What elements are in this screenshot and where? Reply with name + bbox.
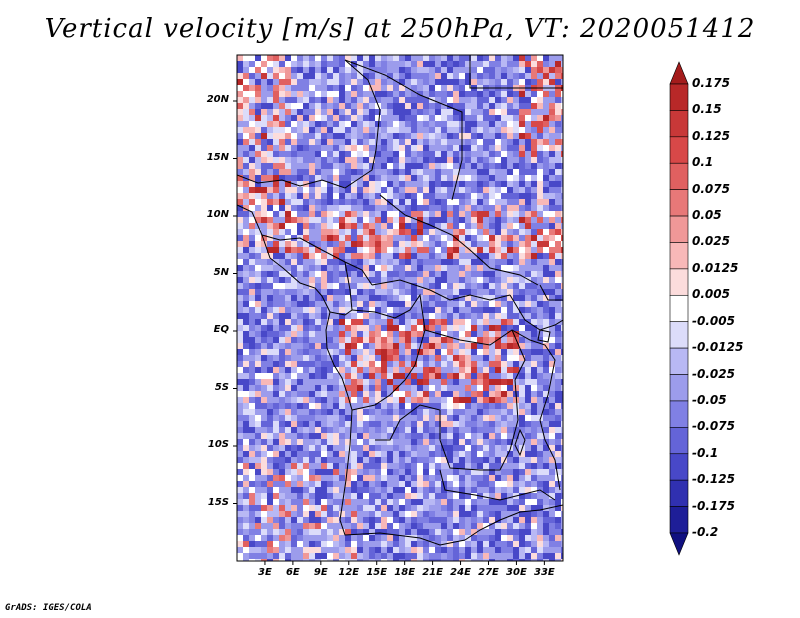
border-ethiopia [539,284,563,301]
colorbar-label: 0.0125 [692,260,739,275]
y-tick-label: 20N [206,94,229,105]
colorbar-label: 0.05 [692,208,722,223]
footer-credit: GrADS: IGES/COLA [5,603,92,613]
colorbar [669,61,689,556]
colorbar-swatch [669,532,689,556]
border-angola [339,409,466,546]
colorbar-label: 0.15 [692,102,722,117]
colorbar-label: -0.175 [692,498,735,513]
y-tick-label: 10N [206,209,229,220]
colorbar-swatch [669,453,689,481]
colorbar-swatch [669,215,689,243]
x-tick-label: 15E [366,567,388,578]
border-niger-chad [344,59,381,151]
border-nigeria [261,234,373,286]
x-tick-label: 6E [285,567,300,578]
country-borders [237,55,563,546]
colorbar-label: -0.1 [692,445,719,460]
colorbar-label: 0.175 [692,76,730,90]
border-north [344,59,463,201]
colorbar-label: -0.075 [692,419,735,434]
coastline-west-africa [237,204,353,411]
colorbar-swatch [669,83,689,111]
border-car [371,279,511,301]
x-tick-label: 24E [450,567,471,578]
border-lake-region [511,329,561,491]
colorbar-label: 0.025 [692,234,730,249]
y-tick-label: 15N [206,151,229,163]
colorbar-swatch [669,479,689,507]
colorbar-label: 0.1 [692,155,714,170]
colorbar-label: 0.125 [692,128,730,143]
lake-1 [514,428,526,457]
colorbar-swatch [669,506,689,534]
colorbar-swatch [669,110,689,138]
lake-2 [537,329,551,343]
colorbar-swatch [669,400,689,428]
colorbar-swatch [669,321,689,349]
border-south [464,504,563,541]
border-egypt-libya [469,55,563,89]
colorbar-swatch [669,136,689,164]
colorbar-label: -0.0125 [692,340,744,355]
colorbar-swatch [669,268,689,296]
x-tick-label: 9E [313,567,328,578]
y-tick-label: 10S [207,439,229,450]
colorbar-label: -0.005 [692,313,735,328]
colorbar-swatch [669,374,689,402]
y-tick-label: EQ [213,324,229,335]
colorbar-label: -0.2 [692,525,719,539]
border-drc [375,329,526,471]
colorbar-label: -0.125 [692,472,735,487]
map-title: Vertical velocity [m/s] at 250hPa, VT: 2… [44,14,756,44]
x-tick-label: 33E [533,567,555,578]
y-tick-label: 15S [207,496,229,508]
x-tick-label: 18E [394,567,416,578]
border-chad-sudan [379,194,539,286]
map-frame [236,54,564,562]
colorbar-swatch [669,294,689,323]
x-tick-label: 12E [338,567,360,578]
x-tick-label: 30E [506,567,527,578]
colorbar-swatch [669,427,689,455]
x-tick-label: 27E [478,567,499,578]
colorbar-swatch [669,61,689,85]
colorbar-label: -0.025 [692,366,735,381]
colorbar-swatch [669,162,689,190]
velocity-field [237,55,563,561]
colorbar-label: 0.075 [692,181,730,196]
x-tick-label: 21E [422,567,443,578]
colorbar-swatch [669,189,689,217]
y-tick-label: 5N [213,266,229,278]
y-tick-label: 5S [214,381,229,393]
colorbar-swatch [669,347,689,375]
x-tick-label: 3E [258,567,272,578]
border-sahel [237,149,377,189]
colorbar-swatch [669,242,689,270]
colorbar-label: -0.05 [692,392,727,407]
border-zambia [439,469,556,501]
colorbar-label: 0.005 [692,287,730,302]
